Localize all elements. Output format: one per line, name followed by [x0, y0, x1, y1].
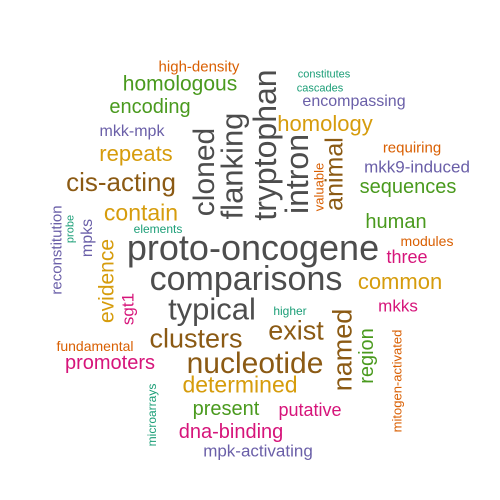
word-exist: exist	[268, 315, 324, 346]
word-promoters: promoters	[64, 352, 156, 374]
word-cis-acting: cis-acting	[66, 167, 176, 197]
word-contain: contain	[103, 199, 179, 226]
word-named: named	[327, 308, 358, 392]
word-microarrays: microarrays	[145, 383, 159, 447]
word-present: present	[192, 398, 260, 420]
word-determined: determined	[182, 371, 298, 398]
word-three: three	[386, 247, 428, 267]
word-region: region	[356, 328, 378, 384]
word-tryptophan: tryptophan	[247, 69, 283, 221]
word-sgt1: sgt1	[118, 292, 138, 326]
word-cascades: cascades	[296, 82, 344, 95]
word-mpk-activating: mpk-activating	[203, 441, 313, 461]
word-cloned: cloned	[188, 127, 221, 217]
word-encoding: encoding	[109, 96, 191, 118]
word-reconstitution: reconstitution	[48, 205, 66, 295]
word-clusters: clusters	[149, 323, 243, 354]
word-mitogen-activated: mitogen-activated	[389, 329, 405, 433]
word-requiring: requiring	[382, 139, 442, 157]
word-typical: typical	[168, 291, 256, 327]
word-constitutes: constitutes	[297, 68, 351, 81]
word-fundamental: fundamental	[56, 338, 134, 354]
word-human: human	[365, 211, 427, 233]
word-modules: modules	[400, 233, 454, 249]
word-repeats: repeats	[99, 141, 173, 166]
word-intron: intron	[279, 133, 315, 215]
word-nucleotide: nucleotide	[186, 347, 324, 380]
word-dna-binding: dna-binding	[178, 421, 284, 443]
word-valuable: valuable	[311, 162, 327, 212]
word-mkks: mkks	[378, 296, 418, 316]
word-higher: higher	[273, 304, 307, 318]
word-homology: homology	[277, 111, 373, 136]
word-probe: probe	[64, 214, 77, 244]
word-putative: putative	[278, 400, 342, 420]
word-sequences: sequences	[359, 176, 457, 198]
word-homologous: homologous	[122, 72, 238, 96]
word-comparisons: comparisons	[149, 260, 343, 298]
word-mpks: mpks	[79, 218, 96, 258]
word-elements: elements	[133, 222, 183, 236]
word-mkk9-induced: mkk9-induced	[364, 157, 470, 177]
word-common: common	[357, 269, 443, 294]
word-mkk-mpk: mkk-mpk	[99, 123, 165, 140]
word-flanking: flanking	[214, 112, 250, 220]
word-encompassing: encompassing	[302, 93, 406, 110]
word-proto-oncogene: proto-oncogene	[126, 227, 380, 268]
word-high-density: high-density	[158, 58, 240, 76]
word-evidence: evidence	[95, 238, 119, 324]
